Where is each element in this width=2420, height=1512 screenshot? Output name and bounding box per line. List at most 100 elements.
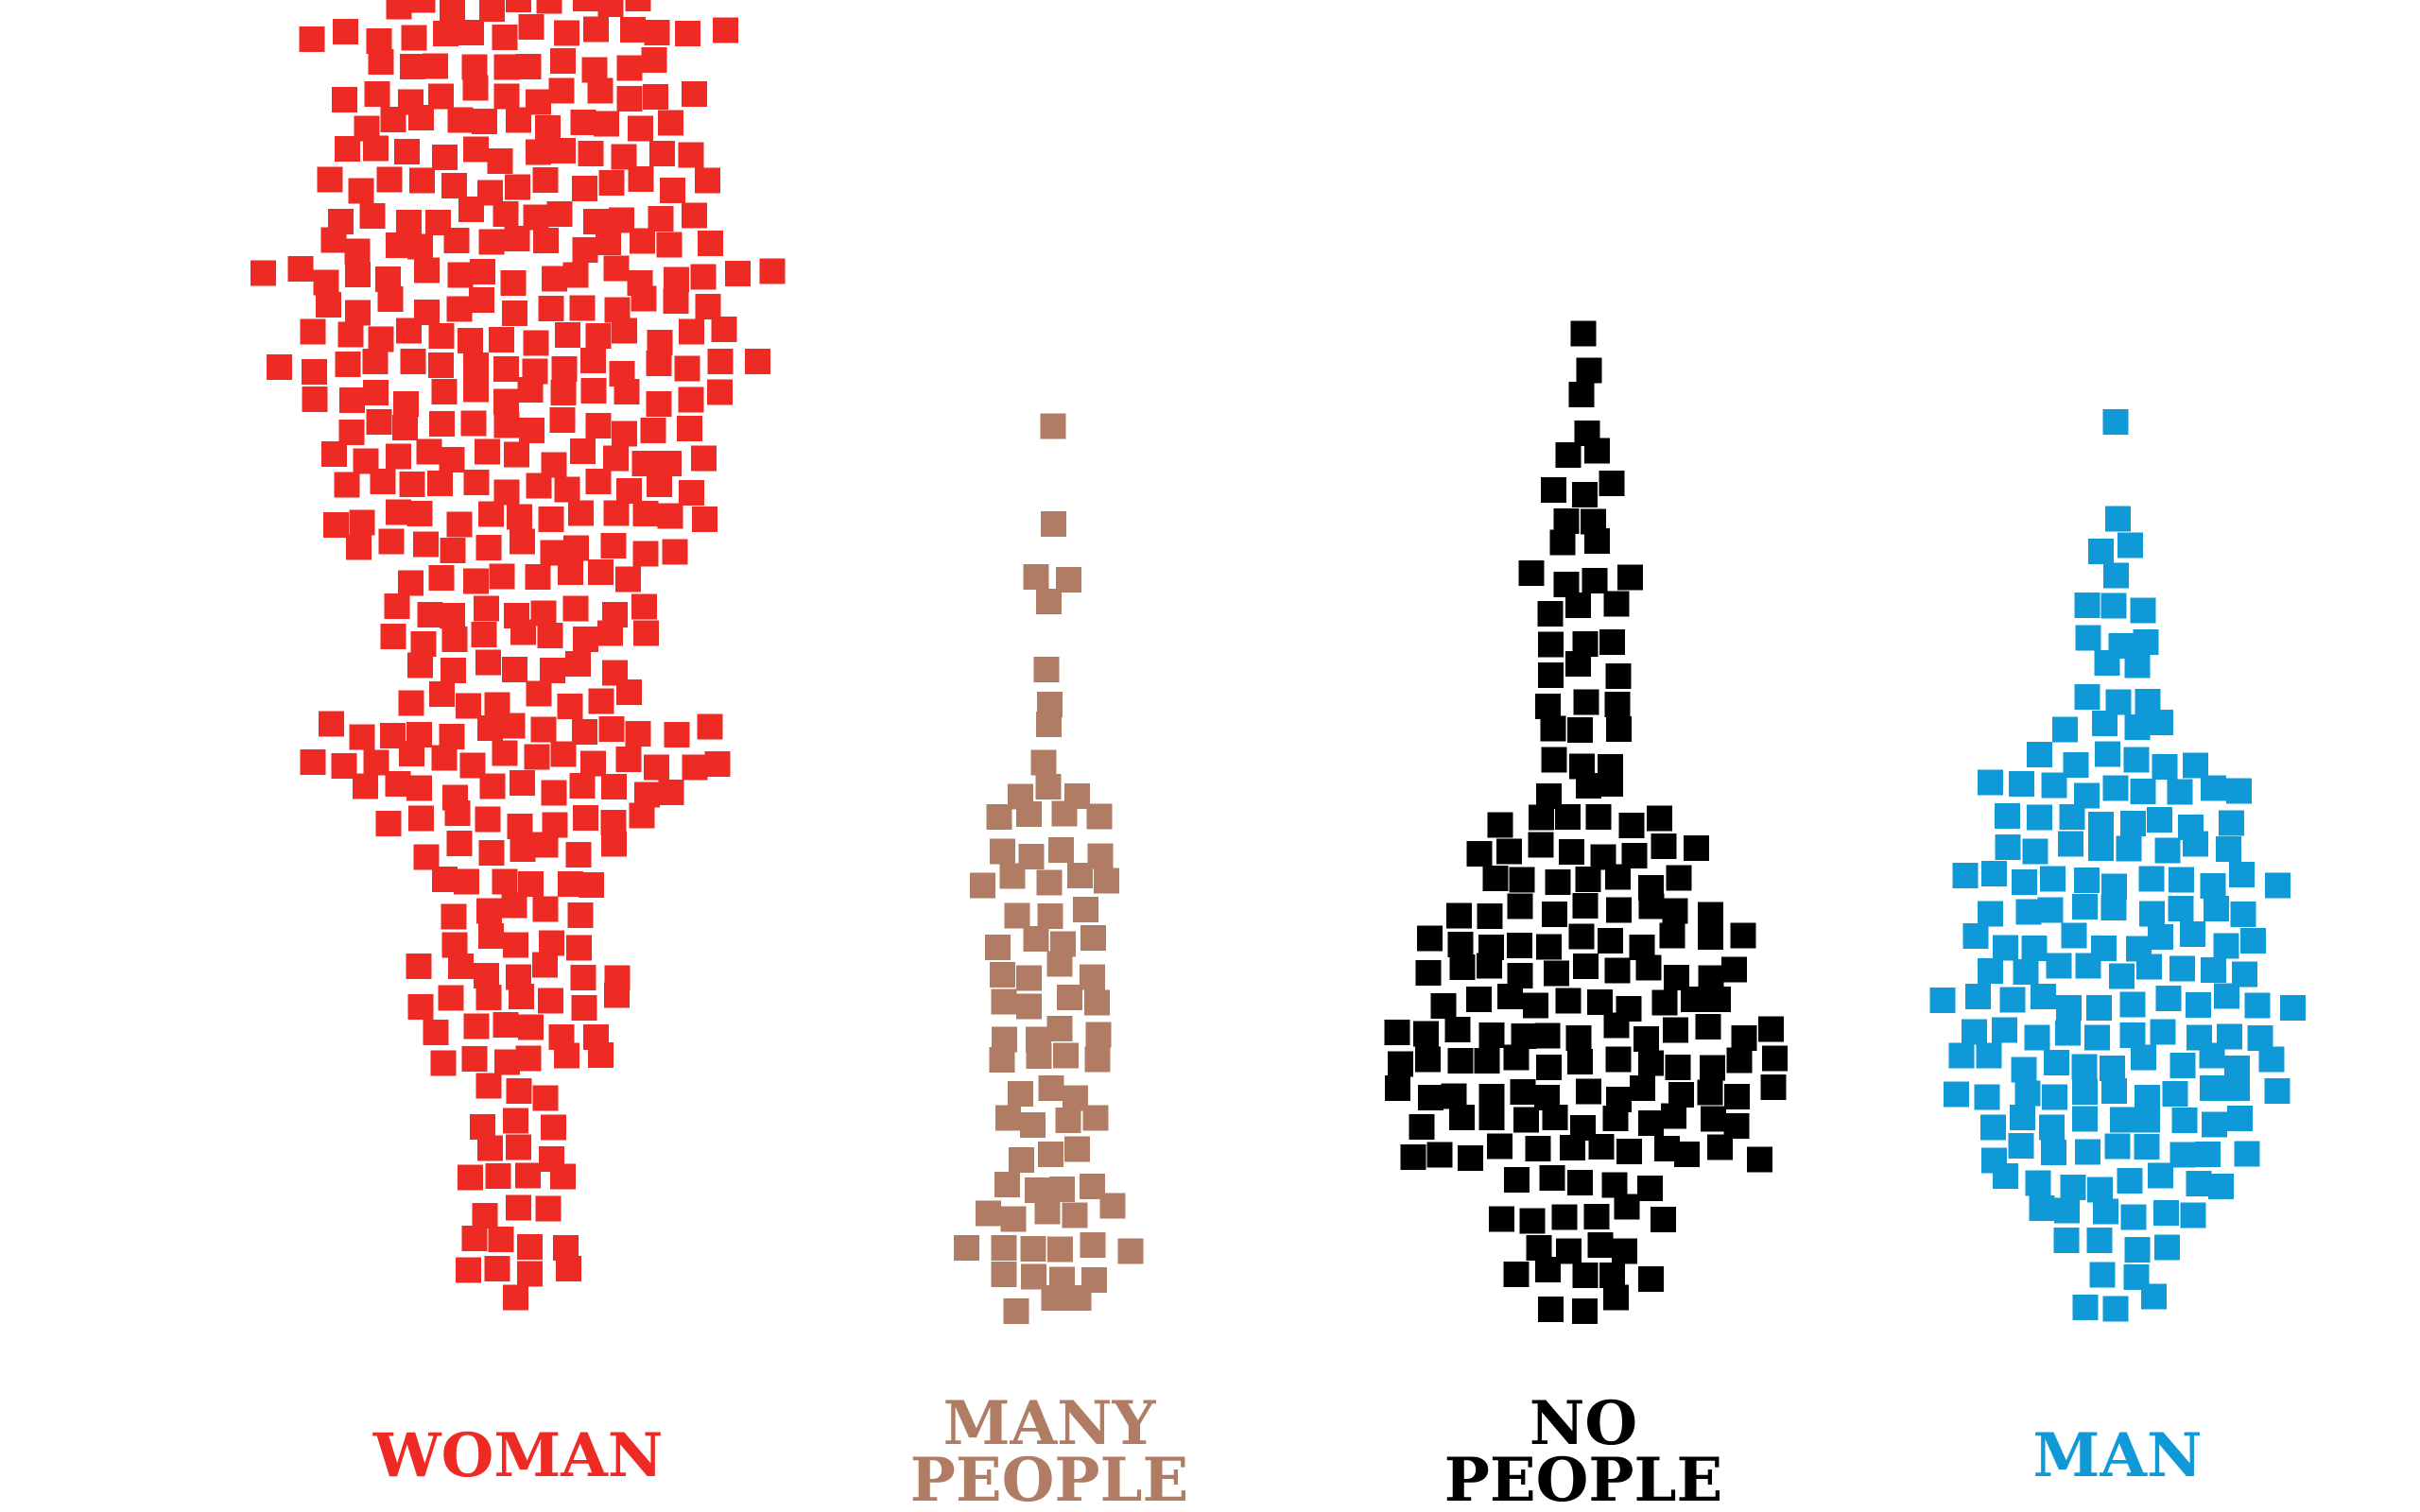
data-point xyxy=(1674,1141,1700,1167)
data-point xyxy=(2183,752,2209,779)
data-point xyxy=(1723,1112,1750,1139)
data-point xyxy=(461,54,488,80)
data-point xyxy=(1507,893,1533,919)
data-point xyxy=(2208,1174,2235,1200)
data-point xyxy=(1085,1022,1112,1048)
data-point xyxy=(1035,774,1062,799)
data-point xyxy=(441,784,468,811)
data-point xyxy=(505,1134,531,1160)
data-point xyxy=(541,780,567,806)
data-point xyxy=(538,1146,564,1172)
data-point xyxy=(2072,1295,2099,1321)
data-point xyxy=(2214,983,2240,1009)
data-point xyxy=(386,0,412,20)
data-point xyxy=(969,872,995,899)
data-point xyxy=(1093,868,1119,894)
data-point xyxy=(1478,934,1504,960)
data-point xyxy=(681,81,707,107)
data-point xyxy=(391,415,418,441)
data-point xyxy=(542,812,568,838)
data-point xyxy=(507,504,533,530)
data-point xyxy=(538,930,564,956)
data-point xyxy=(602,602,629,628)
data-point xyxy=(2213,933,2239,959)
data-point xyxy=(300,318,326,345)
data-point xyxy=(1507,962,1533,988)
data-point xyxy=(991,1026,1017,1053)
data-point xyxy=(2092,1198,2118,1225)
data-point xyxy=(1384,1074,1410,1101)
data-point xyxy=(1621,842,1648,868)
data-point xyxy=(1605,897,1632,923)
data-point xyxy=(1730,922,1756,949)
data-point xyxy=(2088,812,2114,838)
data-point xyxy=(447,107,474,133)
data-point xyxy=(2074,1139,2100,1165)
data-point xyxy=(428,564,455,591)
data-point xyxy=(2029,1195,2055,1222)
data-point xyxy=(487,148,513,175)
data-point xyxy=(631,451,658,477)
data-point xyxy=(548,77,575,104)
data-point xyxy=(1003,1297,1029,1324)
data-point xyxy=(530,716,557,743)
data-point xyxy=(2147,1162,2173,1189)
data-point xyxy=(1601,1172,1628,1198)
data-point xyxy=(344,261,371,287)
data-point xyxy=(1019,1112,1046,1139)
data-point xyxy=(2040,866,2066,892)
data-point xyxy=(1598,754,1624,781)
data-point xyxy=(1482,866,1509,892)
data-point xyxy=(1509,867,1535,893)
category-label: WOMAN xyxy=(372,1420,664,1491)
data-point xyxy=(2229,861,2256,887)
data-point xyxy=(2105,506,2132,532)
data-point xyxy=(990,961,1015,988)
data-point xyxy=(1553,572,1580,598)
data-point xyxy=(384,593,410,620)
data-point xyxy=(1409,1114,1435,1141)
data-point xyxy=(515,1162,542,1189)
data-point xyxy=(299,26,325,52)
data-point xyxy=(2120,1204,2147,1230)
category-label: NO xyxy=(1530,1388,1637,1459)
data-point xyxy=(1576,1078,1601,1105)
data-point xyxy=(287,255,314,282)
data-point xyxy=(707,348,734,374)
data-point xyxy=(1539,1165,1565,1192)
data-point xyxy=(678,387,704,413)
data-point xyxy=(1762,1045,1788,1072)
data-point xyxy=(555,321,580,348)
data-point xyxy=(562,595,589,622)
data-point xyxy=(2118,532,2144,558)
data-point xyxy=(616,477,643,504)
data-point xyxy=(611,144,637,170)
data-point xyxy=(440,537,466,563)
data-point xyxy=(648,205,674,232)
data-point xyxy=(625,720,651,747)
data-point xyxy=(541,1114,566,1141)
data-point xyxy=(1559,839,1585,865)
data-point xyxy=(251,260,277,286)
data-point xyxy=(2201,957,2227,984)
data-point xyxy=(2186,1024,2212,1051)
data-point xyxy=(1629,935,1655,960)
data-point xyxy=(2169,955,2195,982)
data-point xyxy=(2124,714,2151,741)
data-point xyxy=(660,177,685,203)
data-point xyxy=(664,266,690,293)
data-point xyxy=(399,471,425,497)
data-point xyxy=(615,566,642,593)
data-point xyxy=(582,16,609,43)
data-point xyxy=(598,169,625,196)
data-point xyxy=(2134,1134,2160,1160)
data-point xyxy=(1599,628,1626,655)
data-point xyxy=(385,499,411,525)
data-point xyxy=(572,175,598,201)
data-point xyxy=(493,355,519,382)
data-point xyxy=(991,988,1017,1015)
data-point xyxy=(1417,1085,1443,1111)
data-point xyxy=(385,443,411,470)
data-point xyxy=(1948,1042,1975,1069)
data-point xyxy=(564,651,591,678)
